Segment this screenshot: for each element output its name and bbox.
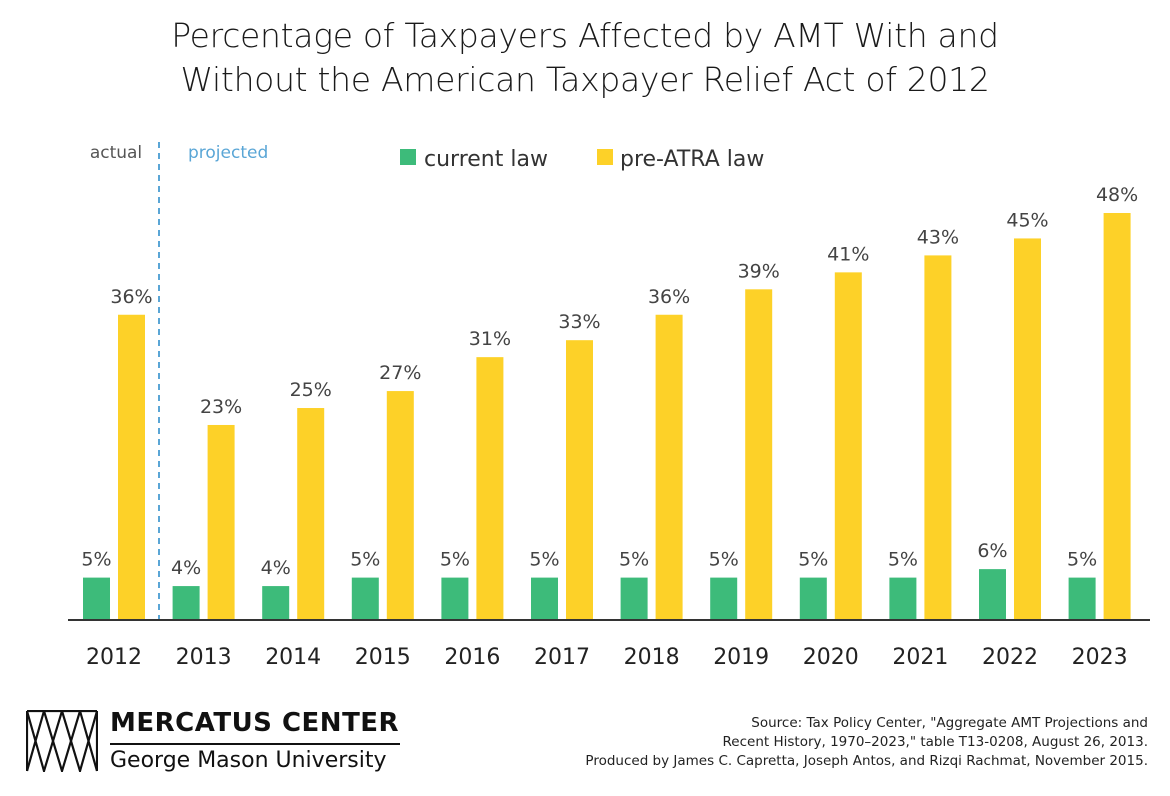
bar-pre-atra-law-2013 <box>207 424 235 620</box>
source-line-2: Recent History, 1970–2023," table T13-02… <box>722 734 1148 750</box>
data-label-current-law-2012: 5% <box>81 549 111 571</box>
x-tick-label-2023: 2023 <box>1072 645 1128 670</box>
data-label-pre-atra-law-2018: 36% <box>648 286 690 308</box>
chart-title: Percentage of Taxpayers Affected by AMT … <box>0 14 1170 102</box>
data-label-pre-atra-law-2017: 33% <box>558 311 600 333</box>
bar-current-law-2023 <box>1068 577 1096 620</box>
bar-pre-atra-law-2021 <box>924 255 952 621</box>
bar-pre-atra-law-2017 <box>566 340 593 620</box>
bar-current-law-2020 <box>799 577 827 620</box>
x-tick-label-2016: 2016 <box>444 645 500 670</box>
data-label-current-law-2016: 5% <box>440 549 470 571</box>
x-tick-label-2018: 2018 <box>624 645 680 670</box>
bar-current-law-2013 <box>172 586 200 620</box>
legend-label-pre-atra-law: pre-ATRA law <box>620 147 764 172</box>
logo-divider <box>110 743 400 745</box>
logo-main-text: MERCATUS CENTER <box>110 708 400 738</box>
logo-sub-text: George Mason University <box>110 748 387 773</box>
legend-swatch-current-law <box>400 149 416 165</box>
actual-label: actual <box>90 143 142 163</box>
bar-chart: actual projected current law pre-ATRA la… <box>68 142 1150 670</box>
x-tick-label-2022: 2022 <box>982 645 1038 670</box>
x-tick-label-2014: 2014 <box>265 645 321 670</box>
mercatus-logo-mark-icon <box>26 710 98 772</box>
data-label-current-law-2014: 4% <box>261 557 291 579</box>
data-label-current-law-2019: 5% <box>709 549 739 571</box>
chart-title-line-1: Percentage of Taxpayers Affected by AMT … <box>171 16 999 55</box>
data-label-pre-atra-law-2013: 23% <box>200 396 242 418</box>
bar-pre-atra-law-2015 <box>386 391 414 620</box>
bar-current-law-2016 <box>441 577 469 620</box>
source-note: Source: Tax Policy Center, "Aggregate AM… <box>508 714 1148 771</box>
chart-legend: current law pre-ATRA law <box>400 147 764 172</box>
period-annotations: actual projected <box>90 142 268 620</box>
data-label-pre-atra-law-2012: 36% <box>110 286 152 308</box>
x-tick-label-2021: 2021 <box>892 645 948 670</box>
chart-title-line-2: Without the American Taxpayer Relief Act… <box>180 60 990 99</box>
data-label-current-law-2020: 5% <box>798 549 828 571</box>
bar-pre-atra-law-2019 <box>745 289 773 620</box>
chart-bars: 5% 36% 4% 23% 4% 25% 5% 27% 5% 31% 5% 33% 5% 36% 5% 39%… <box>81 184 1138 621</box>
data-label-pre-atra-law-2021: 43% <box>917 226 959 248</box>
bar-current-law-2015 <box>351 577 379 620</box>
bar-current-law-2022 <box>979 569 1006 620</box>
data-label-pre-atra-law-2014: 25% <box>290 379 332 401</box>
data-label-current-law-2017: 5% <box>529 549 559 571</box>
x-tick-label-2020: 2020 <box>803 645 859 670</box>
bar-pre-atra-law-2020 <box>834 272 862 620</box>
data-label-current-law-2013: 4% <box>171 557 201 579</box>
x-tick-label-2015: 2015 <box>355 645 411 670</box>
data-label-pre-atra-law-2022: 45% <box>1006 209 1048 231</box>
bar-current-law-2018 <box>620 577 648 620</box>
mercatus-logo: MERCATUS CENTER George Mason University <box>26 708 406 778</box>
data-label-pre-atra-law-2019: 39% <box>738 260 780 282</box>
data-label-current-law-2023: 5% <box>1067 549 1097 571</box>
data-label-pre-atra-law-2015: 27% <box>379 362 421 384</box>
x-tick-label-2012: 2012 <box>86 645 142 670</box>
bar-current-law-2019 <box>710 577 738 620</box>
source-line-1: Source: Tax Policy Center, "Aggregate AM… <box>751 715 1148 731</box>
bar-current-law-2017 <box>531 577 558 620</box>
legend-swatch-pre-atra-law <box>597 149 613 165</box>
data-label-pre-atra-law-2016: 31% <box>469 328 511 350</box>
data-label-current-law-2022: 6% <box>977 540 1007 562</box>
bar-current-law-2014 <box>262 586 290 620</box>
x-axis-tick-labels: 2012 2013 2014 2015 2016 2017 2018 2019 2020 2021… <box>86 645 1128 670</box>
data-label-pre-atra-law-2023: 48% <box>1096 184 1138 206</box>
x-tick-label-2013: 2013 <box>176 645 232 670</box>
x-tick-label-2019: 2019 <box>713 645 769 670</box>
source-line-3: Produced by James C. Capretta, Joseph An… <box>585 753 1148 769</box>
bar-pre-atra-law-2014 <box>297 408 325 620</box>
data-label-current-law-2018: 5% <box>619 549 649 571</box>
x-tick-label-2017: 2017 <box>534 645 590 670</box>
bar-pre-atra-law-2022 <box>1014 238 1041 620</box>
data-label-current-law-2021: 5% <box>888 549 918 571</box>
bar-current-law-2012 <box>83 577 110 620</box>
data-label-current-law-2015: 5% <box>350 549 380 571</box>
bar-pre-atra-law-2016 <box>476 357 504 620</box>
data-label-pre-atra-law-2020: 41% <box>827 243 869 265</box>
bar-pre-atra-law-2012 <box>118 314 145 620</box>
bar-pre-atra-law-2023 <box>1103 213 1131 620</box>
legend-label-current-law: current law <box>424 147 548 172</box>
bar-current-law-2021 <box>889 577 917 620</box>
bar-pre-atra-law-2018 <box>655 314 683 620</box>
projected-label: projected <box>188 143 268 163</box>
